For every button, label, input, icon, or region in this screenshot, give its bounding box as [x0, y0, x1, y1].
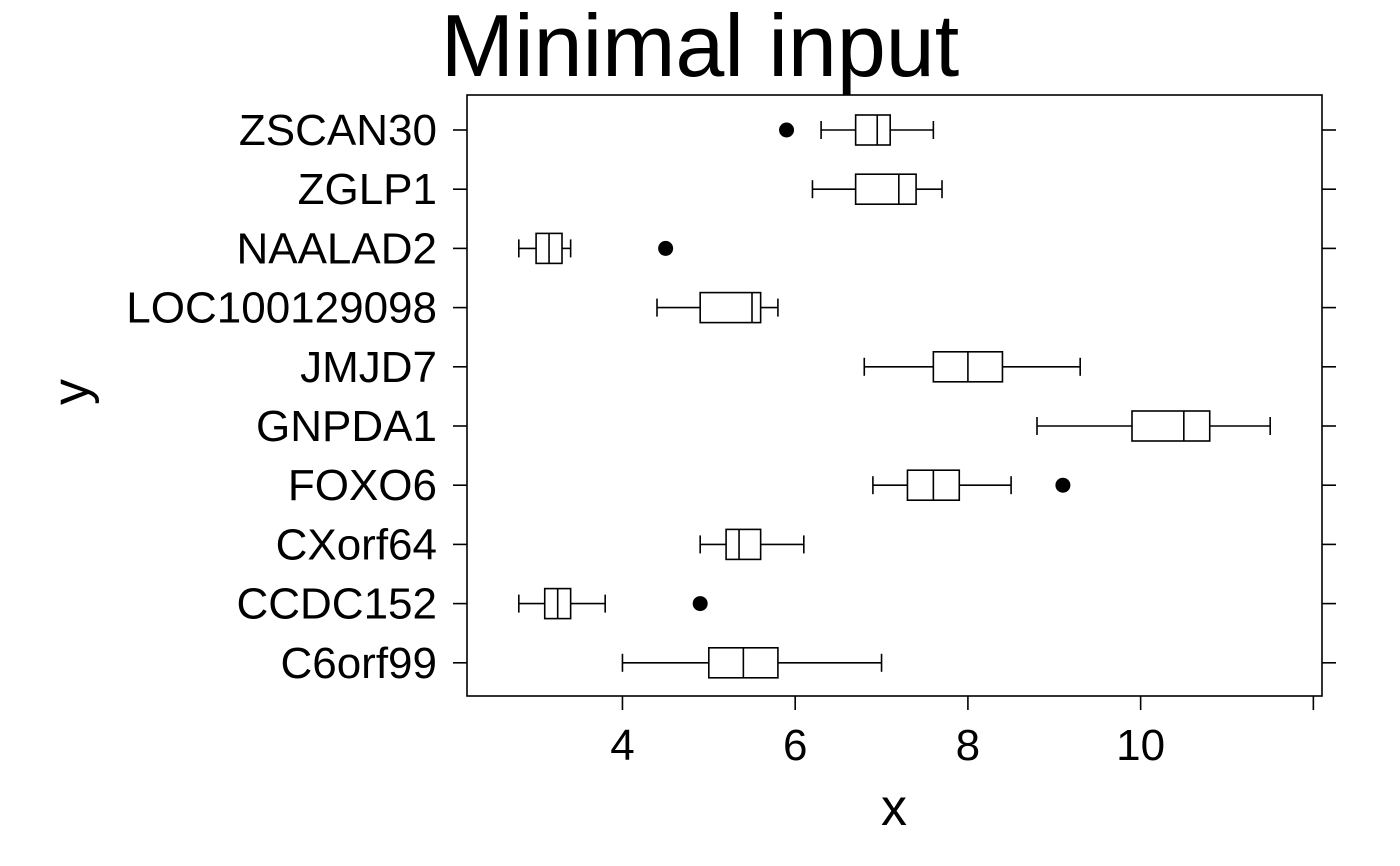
- y-tick-label: LOC100129098: [126, 284, 437, 333]
- chart-title: Minimal input: [441, 0, 959, 95]
- y-tick-label: FOXO6: [288, 461, 437, 510]
- box: [854, 173, 917, 205]
- box: [725, 528, 762, 561]
- x-tick-label: 8: [956, 721, 980, 770]
- x-axis-label: x: [881, 779, 907, 837]
- x-tick-label: 6: [783, 721, 807, 770]
- outlier-point: [692, 596, 708, 612]
- y-tick-label: GNPDA1: [256, 402, 437, 451]
- y-axis-label: y: [42, 379, 100, 405]
- y-tick-label: NAALAD2: [236, 224, 437, 273]
- box: [854, 114, 891, 146]
- box: [699, 291, 762, 324]
- plot-frame: [466, 94, 1323, 697]
- y-tick-label: ZGLP1: [298, 165, 437, 214]
- y-tick-label: C6orf99: [280, 639, 437, 688]
- x-tick-label: 10: [1116, 721, 1165, 770]
- box: [1131, 410, 1211, 442]
- y-tick-label: CXorf64: [276, 520, 437, 569]
- y-tick-label: JMJD7: [300, 343, 437, 392]
- outlier-point: [1055, 477, 1071, 493]
- outlier-point: [658, 240, 674, 256]
- plot-layer: 4 6 8 10 ZSCAN30 ZGLP1 NAALAD2 LOC100129098 JMJD…: [126, 106, 1336, 770]
- y-tick-label: CCDC152: [236, 580, 437, 629]
- outlier-point: [779, 122, 795, 138]
- x-tick-label: 4: [610, 721, 634, 770]
- y-tick-label: ZSCAN30: [239, 106, 437, 155]
